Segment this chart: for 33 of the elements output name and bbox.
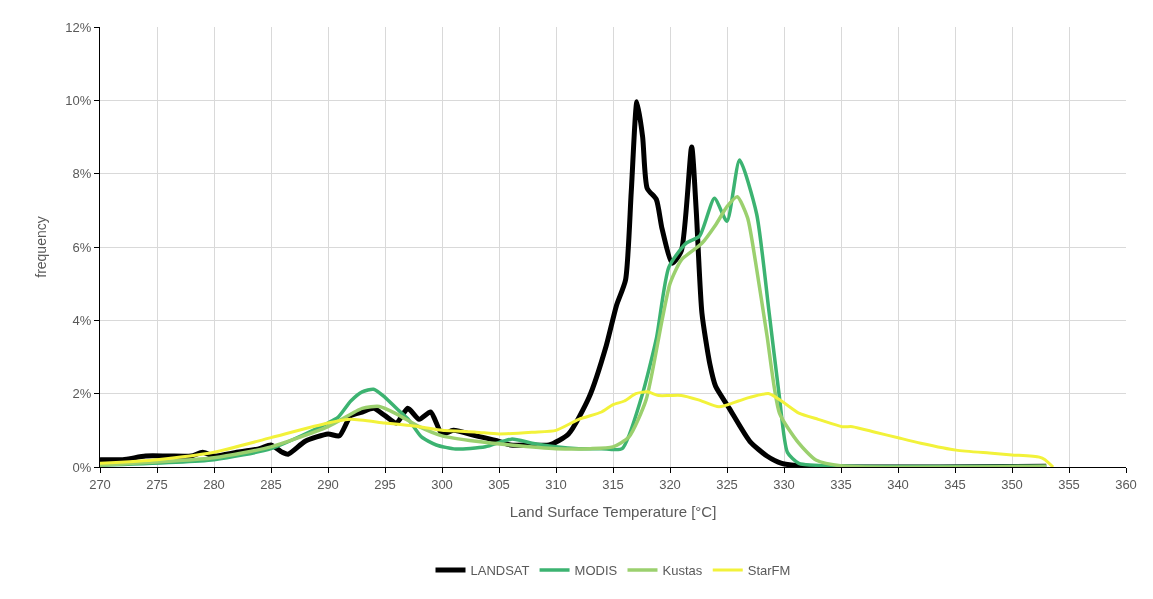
x-tick-label: 330 (773, 476, 795, 492)
x-tick-label: 335 (830, 476, 852, 492)
x-tick-label: 300 (431, 476, 453, 492)
y-tick-label: 4% (72, 312, 92, 328)
y-tick-label: 8% (72, 166, 92, 182)
y-axis-title: frequency (32, 216, 49, 278)
x-tick-label: 350 (1001, 476, 1023, 492)
x-axis-title: Land Surface Temperature [°C] (509, 502, 717, 520)
x-tick-label: 295 (374, 476, 396, 492)
legend-label: Kustas (662, 563, 703, 579)
x-tick-label: 310 (545, 476, 567, 492)
x-tick-label: 280 (203, 476, 225, 492)
x-tick-label: 270 (89, 476, 111, 492)
legend-label: MODIS (574, 563, 618, 579)
x-tick-label: 340 (887, 476, 909, 492)
y-tick-label: 6% (72, 239, 92, 255)
x-tick-label: 315 (602, 476, 624, 492)
x-tick-label: 275 (146, 476, 168, 492)
y-tick-label: 12% (65, 19, 92, 35)
line-series (100, 390, 1055, 467)
x-tick-label: 285 (260, 476, 282, 492)
y-tick-label: 10% (65, 92, 92, 108)
legend-label: StarFM (747, 563, 791, 579)
x-tick-label: 355 (1058, 476, 1080, 492)
x-tick-label: 305 (488, 476, 510, 492)
x-tick-label: 325 (716, 476, 738, 492)
x-tick-label: 320 (659, 476, 681, 492)
x-tick-label: 360 (1115, 476, 1137, 492)
y-tick-label: 2% (72, 386, 92, 402)
x-tick-label: 290 (317, 476, 339, 492)
y-tick-label: 0% (72, 459, 92, 475)
x-tick-label: 345 (944, 476, 966, 492)
legend-label: LANDSAT (470, 563, 530, 579)
